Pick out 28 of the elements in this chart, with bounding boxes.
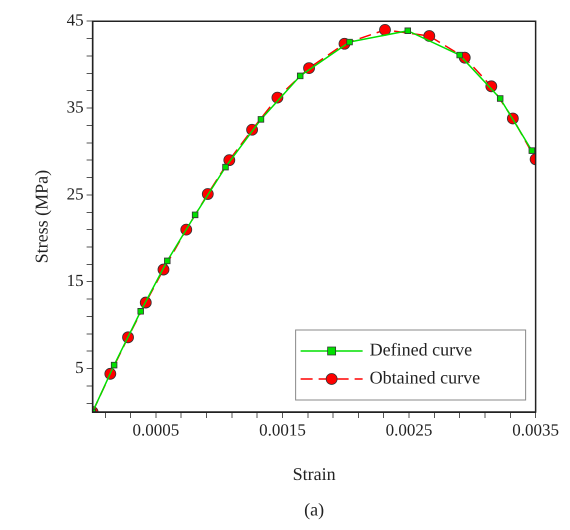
point bbox=[528, 147, 536, 154]
point bbox=[423, 30, 436, 42]
y-tick-label: 45 bbox=[66, 10, 84, 30]
y-tick-label: 5 bbox=[75, 358, 84, 378]
point bbox=[379, 24, 391, 36]
point bbox=[456, 52, 463, 58]
text: (a) bbox=[304, 500, 324, 520]
y-axis-title: Stress (MPa) bbox=[32, 170, 52, 264]
point bbox=[496, 95, 504, 102]
x-axis-title: Strain bbox=[292, 464, 336, 484]
x-tick-label: 0.0005 bbox=[132, 420, 180, 440]
legend-label: Defined curve bbox=[370, 340, 472, 360]
point bbox=[137, 308, 144, 314]
point bbox=[222, 164, 229, 170]
point bbox=[346, 38, 353, 46]
point bbox=[404, 28, 412, 34]
point bbox=[110, 362, 118, 368]
point bbox=[258, 116, 264, 123]
x-tick-label: 0.0035 bbox=[512, 420, 559, 440]
y-tick-label: 25 bbox=[66, 184, 84, 204]
point bbox=[164, 258, 171, 264]
point bbox=[192, 212, 198, 218]
y-tick-label: 15 bbox=[66, 271, 84, 290]
y-tick-label: 35 bbox=[66, 98, 84, 117]
x-tick-label: 0.0015 bbox=[259, 420, 306, 440]
point bbox=[296, 72, 304, 80]
legend-label: Obtained curve bbox=[370, 368, 480, 388]
x-tick-label: 0.0025 bbox=[386, 420, 432, 440]
